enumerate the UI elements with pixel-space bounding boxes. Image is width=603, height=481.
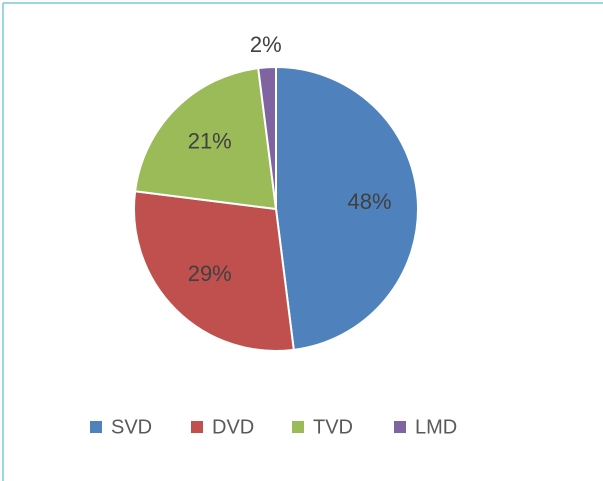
pie-slice — [134, 67, 278, 211]
pie-slice — [133, 190, 295, 352]
data-label: 2% — [250, 32, 282, 57]
legend-swatch — [394, 421, 406, 433]
legend-label: DVD — [212, 416, 254, 438]
legend-label: SVD — [111, 416, 152, 438]
legend-swatch — [191, 421, 203, 433]
pie-slice — [257, 65, 277, 210]
data-label: 29% — [188, 261, 232, 286]
data-label: 48% — [348, 189, 392, 214]
legend-swatch — [90, 421, 102, 433]
pie-slice — [275, 65, 419, 351]
legend-label: TVD — [313, 416, 353, 438]
legend-swatch — [292, 421, 304, 433]
data-label: 21% — [188, 129, 232, 154]
legend-label: LMD — [415, 416, 457, 438]
